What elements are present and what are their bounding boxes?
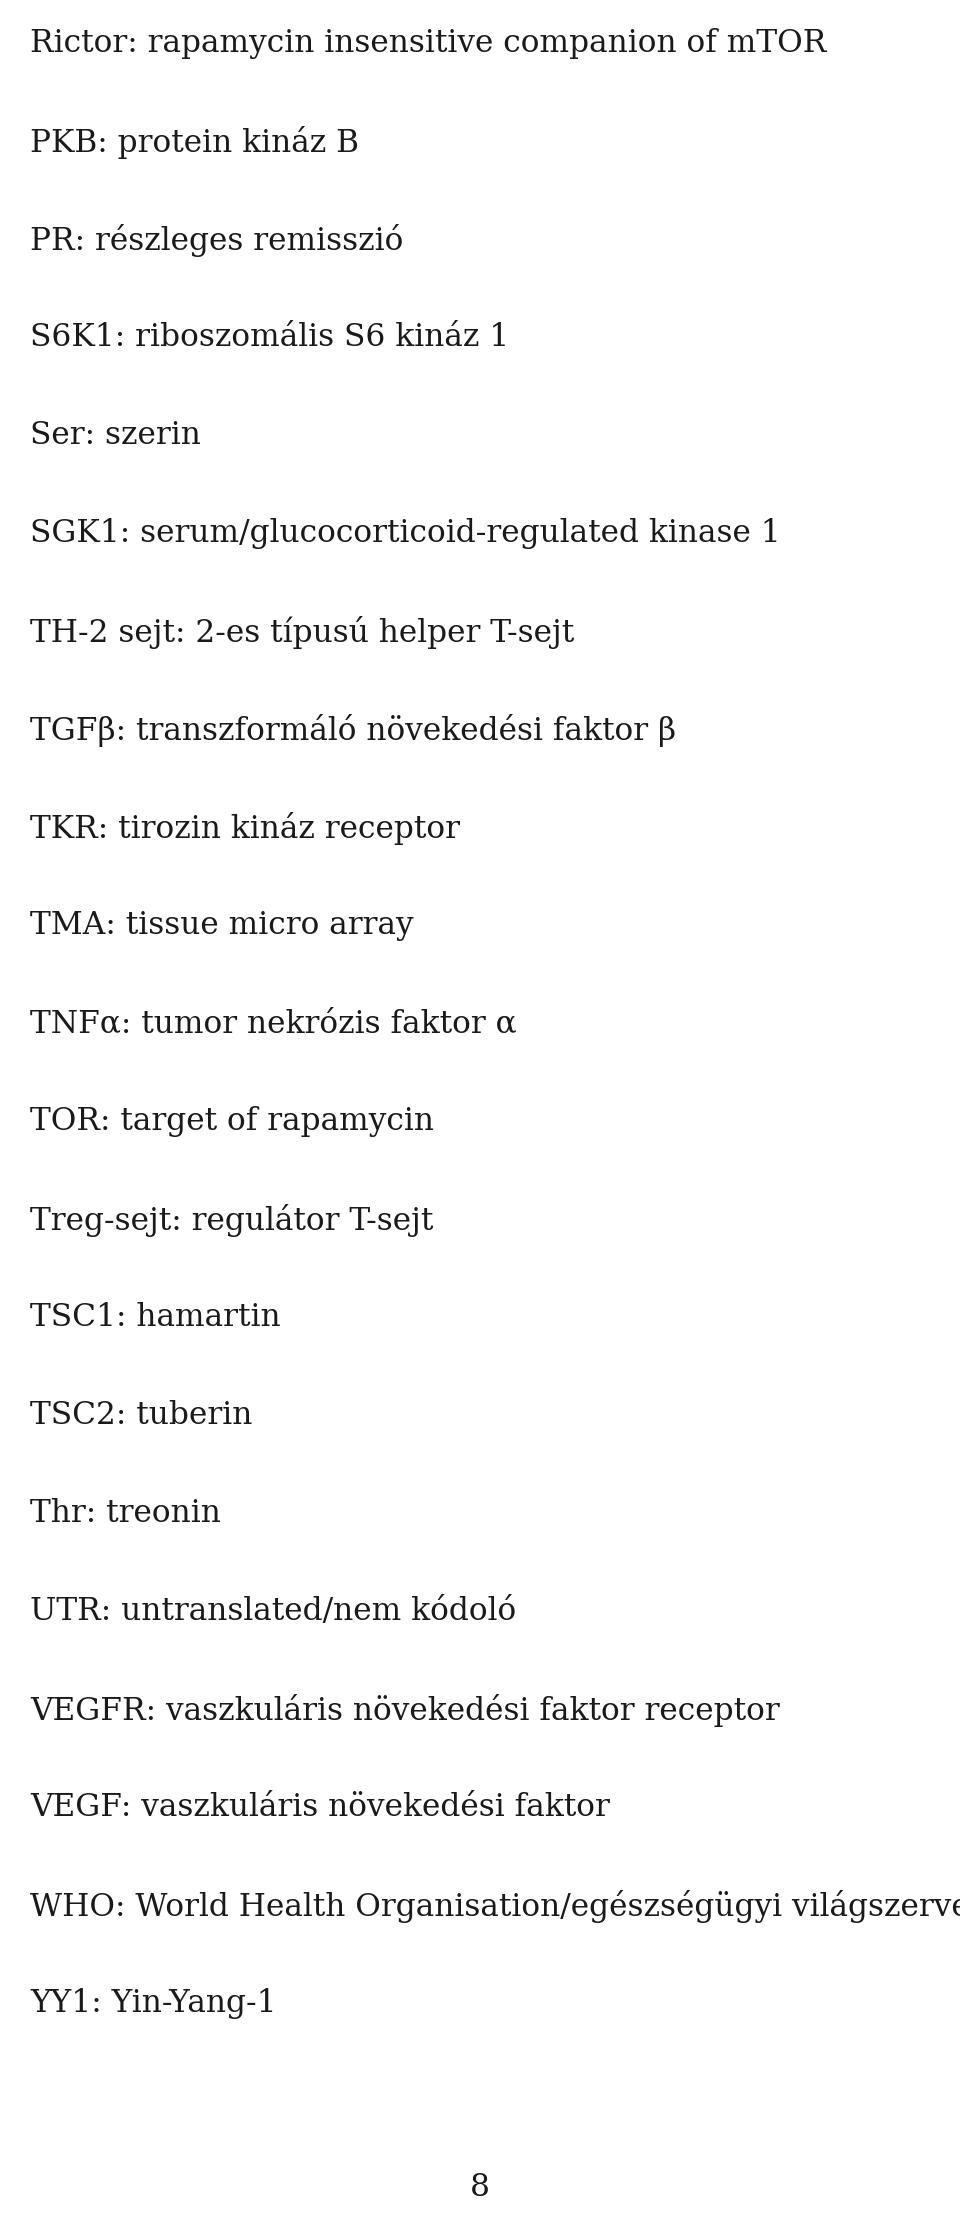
Text: Thr: treonin: Thr: treonin [30,1498,221,1529]
Text: TSC2: tuberin: TSC2: tuberin [30,1400,252,1431]
Text: TH-2 sejt: 2-es típusú helper T-sejt: TH-2 sejt: 2-es típusú helper T-sejt [30,615,574,649]
Text: WHO: World Health Organisation/egészségügyi világszervezet: WHO: World Health Organisation/egészségü… [30,1891,960,1922]
Text: TMA: tissue micro array: TMA: tissue micro array [30,911,414,940]
Text: TSC1: hamartin: TSC1: hamartin [30,1302,280,1333]
Text: Ser: szerin: Ser: szerin [30,420,201,451]
Text: TGFβ: transzformáló növekedési faktor β: TGFβ: transzformáló növekedési faktor β [30,713,676,747]
Text: TKR: tirozin kináz receptor: TKR: tirozin kináz receptor [30,811,460,844]
Text: S6K1: riboszomális S6 kináz 1: S6K1: riboszomális S6 kináz 1 [30,322,509,353]
Text: YY1: Yin-Yang-1: YY1: Yin-Yang-1 [30,1989,276,2020]
Text: PKB: protein kináz B: PKB: protein kináz B [30,127,359,160]
Text: 8: 8 [470,2171,490,2202]
Text: Rictor: rapamycin insensitive companion of mTOR: Rictor: rapamycin insensitive companion … [30,29,827,60]
Text: PR: részleges remisszió: PR: részleges remisszió [30,224,403,258]
Text: SGK1: serum/glucocorticoid-regulated kinase 1: SGK1: serum/glucocorticoid-regulated kin… [30,518,780,549]
Text: TNFα: tumor nekrózis faktor α: TNFα: tumor nekrózis faktor α [30,1009,516,1040]
Text: Treg-sejt: regulátor T-sejt: Treg-sejt: regulátor T-sejt [30,1204,433,1238]
Text: UTR: untranslated/nem kódoló: UTR: untranslated/nem kódoló [30,1595,516,1627]
Text: TOR: target of rapamycin: TOR: target of rapamycin [30,1107,434,1138]
Text: VEGF: vaszkuláris növekedési faktor: VEGF: vaszkuláris növekedési faktor [30,1791,610,1822]
Text: VEGFR: vaszkuláris növekedési faktor receptor: VEGFR: vaszkuláris növekedési faktor rec… [30,1693,780,1726]
